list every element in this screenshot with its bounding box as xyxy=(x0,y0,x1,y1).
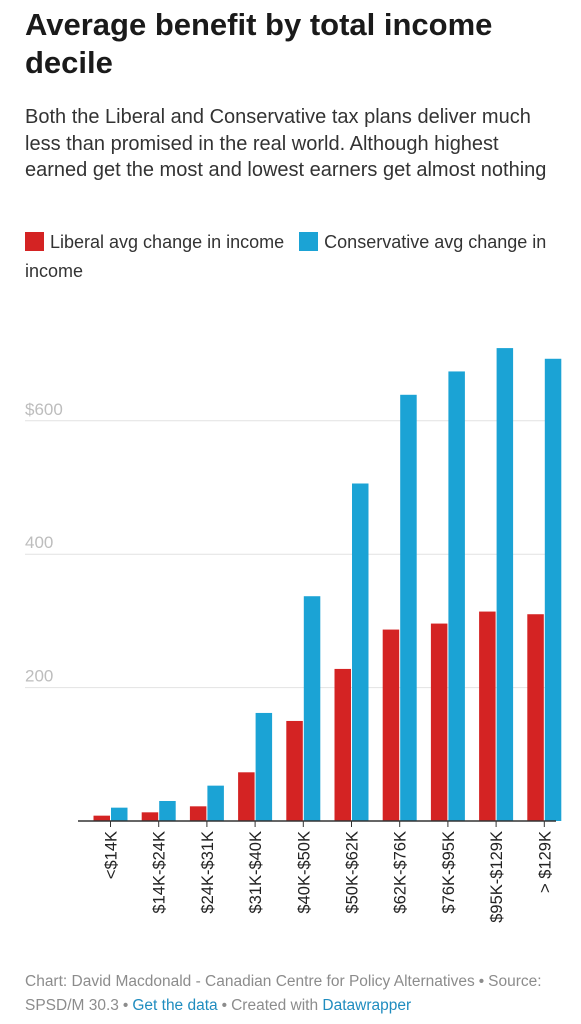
bar-conservative-1 xyxy=(159,800,176,821)
x-tick-label: $40K-$50K xyxy=(295,831,313,914)
footer: Chart: David Macdonald - Canadian Centre… xyxy=(25,970,570,1018)
legend-item-liberal: Liberal avg change in income xyxy=(25,232,284,252)
separator-dot: • xyxy=(221,997,228,1014)
datawrapper-link[interactable]: Datawrapper xyxy=(322,997,412,1014)
y-tick-label: 200 xyxy=(25,667,53,686)
x-tick-label: $14K-$24K xyxy=(151,831,169,914)
chart-subtitle: Both the Liberal and Conservative tax pl… xyxy=(25,106,547,181)
bar-conservative-6 xyxy=(400,394,417,821)
bar-liberal-6 xyxy=(382,629,400,821)
bar-conservative-8 xyxy=(496,348,514,821)
bar-liberal-0 xyxy=(93,815,110,821)
x-tick-label: $76K-$95K xyxy=(440,831,458,914)
x-axis: <$14K $14K-$24K $24K-$31K $31K-$40K $40K-$50… xyxy=(78,820,556,923)
bar-liberal-4 xyxy=(286,720,303,821)
chart-title: Average benefit by total income decile xyxy=(25,7,493,80)
bar-liberal-9 xyxy=(527,614,544,821)
get-data-link[interactable]: Get the data xyxy=(132,997,218,1014)
source-text: Source: SPSD/M 30.3 xyxy=(25,973,542,1014)
bar-conservative-4 xyxy=(303,596,321,821)
bar-conservative-7 xyxy=(448,371,465,821)
bar-conservative-0 xyxy=(111,807,128,821)
y-tick-label: 400 xyxy=(25,533,53,552)
bar-liberal-3 xyxy=(238,772,255,821)
bar-chart: 200 400 $600 <$14K $14K-$24K $24K-$31K $31K-$… xyxy=(25,348,562,923)
created-with-text: Created with xyxy=(231,997,319,1014)
bar-conservative-9 xyxy=(544,358,562,821)
x-tick-label: <$14K xyxy=(103,831,121,879)
bar-liberal-7 xyxy=(430,623,448,821)
y-tick-label: $600 xyxy=(25,400,63,419)
bar-conservative-2 xyxy=(207,785,224,821)
bar-liberal-1 xyxy=(141,812,159,821)
bar-conservative-3 xyxy=(255,712,273,821)
bar-liberal-5 xyxy=(334,668,351,821)
x-tick-label: $50K-$62K xyxy=(344,831,362,914)
legend: Liberal avg change in income Conservativ… xyxy=(25,228,575,286)
x-tick-label: > $129K xyxy=(536,831,554,893)
legend-swatch-liberal xyxy=(25,232,44,251)
legend-swatch-conservative xyxy=(299,232,319,251)
x-tick-label: $31K-$40K xyxy=(247,831,265,914)
legend-label-liberal: Liberal avg change in income xyxy=(50,232,285,252)
bars xyxy=(93,348,562,821)
legend-label-conservative: Conservative avg change in income xyxy=(25,232,547,281)
bar-liberal-2 xyxy=(189,806,207,821)
legend-item-conservative: Conservative avg change in income xyxy=(25,232,546,281)
bar-liberal-8 xyxy=(479,611,496,821)
bar-conservative-5 xyxy=(352,483,369,821)
x-tick-label: $24K-$31K xyxy=(199,831,217,914)
separator-dot: • xyxy=(122,997,129,1014)
gridlines: 200 400 $600 xyxy=(25,400,556,689)
chart-credit: Chart: David Macdonald - Canadian Centre… xyxy=(25,973,475,990)
separator-dot: • xyxy=(478,973,485,990)
x-tick-label: $95K-$129K xyxy=(488,831,506,923)
x-tick-label: $62K-$76K xyxy=(392,831,410,914)
